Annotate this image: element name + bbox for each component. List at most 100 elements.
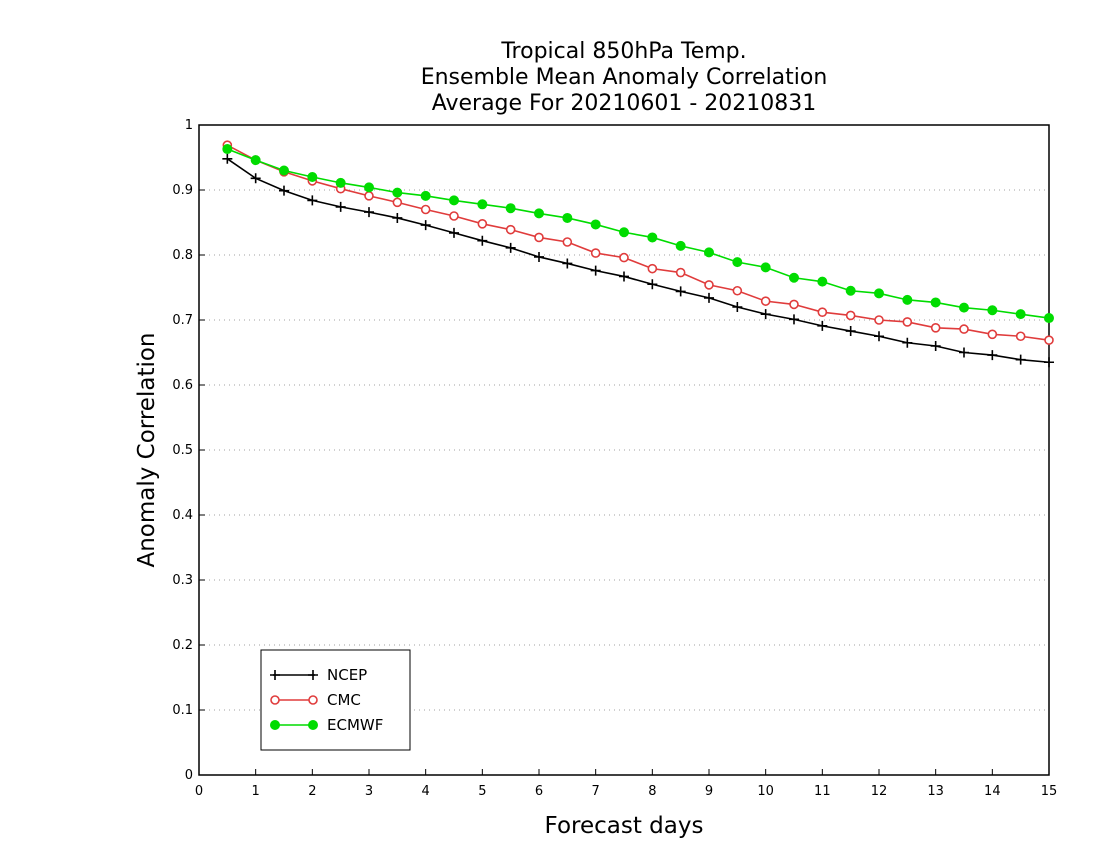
data-point-ecmwf [307, 172, 318, 182]
x-tick-label: 7 [592, 784, 600, 799]
legend-marker [270, 670, 280, 680]
data-point-ncep [789, 314, 799, 325]
data-point-ncep [477, 235, 488, 246]
legend-marker [308, 720, 318, 730]
x-tick-label: 13 [927, 784, 944, 799]
data-point-cmc [1044, 335, 1054, 345]
series-line-ecmwf [227, 148, 1050, 319]
x-tick-label: 10 [757, 784, 774, 799]
legend-item-ncep: NCEP [270, 666, 367, 684]
legend-item-cmc: CMC [270, 691, 361, 709]
data-point-cmc [902, 317, 913, 327]
legend-label-ecmwf: ECMWF [327, 716, 383, 734]
y-tick-label: 0.4 [172, 508, 193, 523]
data-point-ecmwf [1015, 309, 1026, 320]
data-point-ecmwf [930, 297, 941, 308]
y-tick-label: 0.7 [172, 313, 193, 328]
x-tick-label: 5 [478, 784, 486, 799]
y-tick-label: 0.3 [172, 573, 193, 588]
y-tick-label: 0.5 [172, 443, 193, 458]
data-point-cmc [1015, 331, 1026, 342]
data-point-ncep [449, 227, 459, 238]
series-cmc [222, 140, 1054, 345]
data-point-ecmwf [222, 144, 233, 155]
y-tick-label: 1 [185, 118, 193, 133]
data-point-ecmwf [449, 195, 459, 206]
data-point-cmc [987, 329, 998, 340]
data-point-ecmwf [817, 276, 828, 287]
data-point-ecmwf [505, 203, 516, 214]
data-point-ecmwf [874, 288, 884, 299]
data-point-ecmwf [959, 302, 969, 313]
data-point-ecmwf [279, 165, 289, 176]
data-point-ecmwf [704, 247, 714, 258]
x-tick-label: 14 [984, 784, 1001, 799]
data-point-ncep [704, 292, 714, 303]
data-point-ecmwf [675, 240, 686, 251]
data-point-ncep [335, 201, 346, 212]
axis-ticks: 00.10.20.30.40.50.60.70.80.910 1 2 3 4 5 6 7 8 9 1… [172, 118, 1057, 799]
data-point-cmc [647, 263, 658, 274]
x-tick-label: 11 [814, 784, 831, 799]
data-point-ecmwf [987, 305, 998, 316]
data-point-ecmwf [562, 212, 573, 223]
data-point-cmc [534, 232, 544, 243]
legend-marker [270, 695, 280, 705]
title-line-2: Ensemble Mean Anomaly Correlation [421, 65, 828, 90]
x-tick-label: 9 [705, 784, 713, 799]
data-point-ncep [647, 279, 658, 290]
title-line-1: Tropical 850hPa Temp. [500, 39, 746, 64]
data-point-ncep [1044, 357, 1054, 368]
data-point-ncep [987, 350, 998, 361]
data-point-ncep [222, 153, 233, 164]
x-tick-label: 4 [422, 784, 430, 799]
y-axis-label: Anomaly Correlation [134, 332, 160, 567]
grid-lines [199, 189, 1049, 711]
legend-marker [308, 695, 318, 705]
data-point-cmc [845, 310, 856, 321]
series-line-ncep [226, 158, 1050, 364]
data-point-ecmwf [420, 190, 431, 201]
data-point-cmc [874, 315, 884, 325]
data-point-ecmwf [590, 219, 601, 230]
data-point-ncep [364, 207, 374, 218]
data-point-ecmwf [250, 155, 261, 166]
data-point-ncep [902, 337, 913, 348]
data-point-ecmwf [760, 262, 771, 273]
y-tick-label: 0 [185, 768, 193, 783]
x-axis-label: Forecast days [545, 813, 704, 839]
data-point-ncep [930, 341, 941, 351]
data-point-cmc [619, 252, 629, 263]
data-point-ncep [675, 286, 686, 297]
chart-title: Tropical 850hPa Temp. Ensemble Mean Anom… [421, 39, 828, 116]
x-tick-label: 1 [252, 784, 260, 799]
data-point-ncep [307, 195, 318, 206]
data-point-ncep [732, 302, 743, 312]
series-ecmwf [222, 144, 1054, 324]
data-point-cmc [930, 322, 941, 333]
y-tick-label: 0.9 [172, 183, 193, 198]
legend-label-ncep: NCEP [327, 666, 367, 684]
data-point-ecmwf [732, 257, 743, 268]
legend-label-cmc: CMC [327, 691, 361, 709]
y-tick-label: 0.6 [172, 378, 193, 393]
legend-marker [270, 720, 280, 730]
x-tick-label: 2 [308, 784, 316, 799]
data-point-ecmwf [335, 177, 346, 188]
x-tick-label: 0 [195, 784, 203, 799]
data-point-cmc [817, 307, 828, 318]
data-point-ecmwf [845, 285, 856, 296]
data-point-ecmwf [392, 187, 403, 198]
data-point-ncep [845, 326, 856, 337]
x-tick-label: 12 [871, 784, 888, 799]
data-point-cmc [364, 191, 374, 201]
title-line-3: Average For 20210601 - 20210831 [432, 91, 817, 116]
legend: NCEP CMC ECMWF [260, 649, 411, 751]
data-point-ecmwf [477, 199, 488, 210]
data-point-ncep [562, 258, 573, 269]
data-point-cmc [732, 285, 743, 296]
data-point-cmc [704, 280, 714, 290]
data-point-ncep [760, 309, 771, 320]
data-point-cmc [562, 237, 573, 247]
